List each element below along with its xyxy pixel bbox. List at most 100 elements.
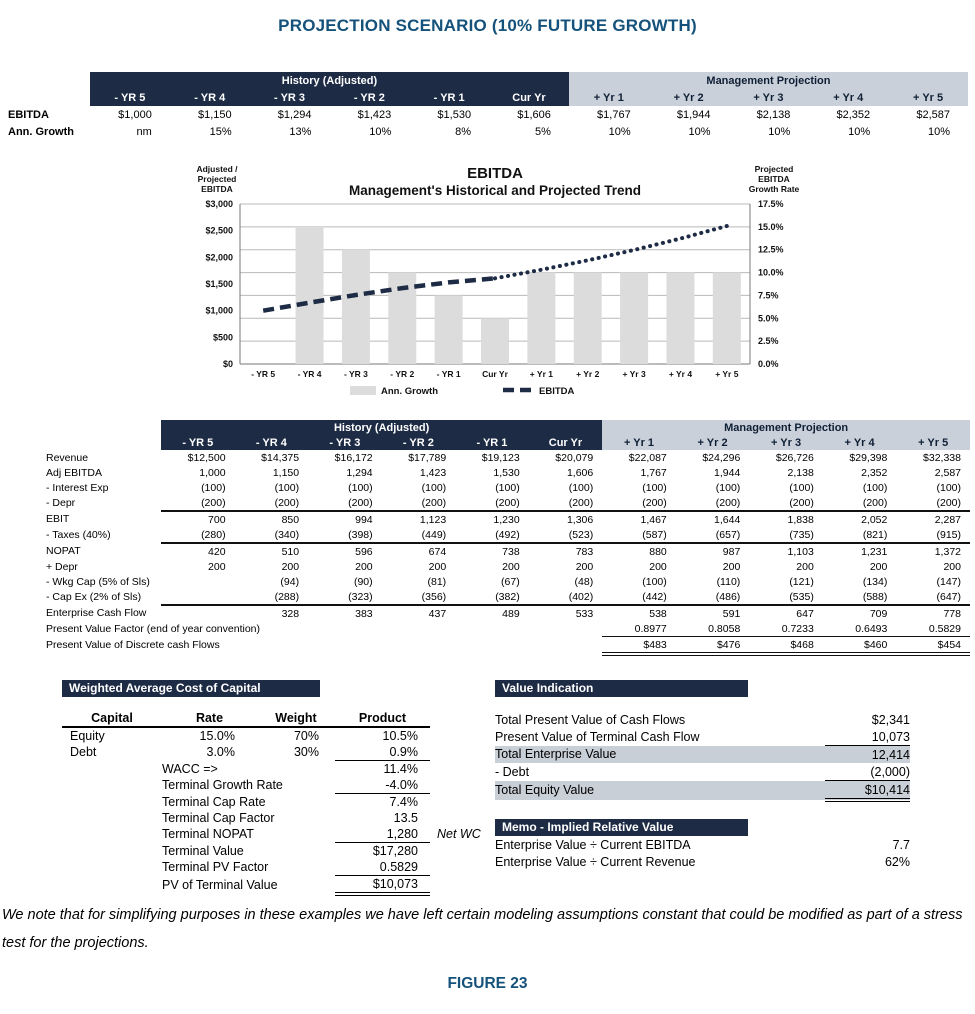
- row-label: Enterprise Value ÷ Current Revenue: [495, 854, 696, 869]
- column-header: Product: [335, 710, 430, 728]
- svg-text:+ Yr 1: + Yr 1: [530, 369, 554, 379]
- table-cell: [455, 621, 529, 637]
- svg-text:10.0%: 10.0%: [758, 268, 784, 278]
- table-cell: 533: [575, 607, 594, 620]
- table-cell: $468: [749, 636, 823, 656]
- wacc-section-header: Weighted Average Cost of Capital: [62, 680, 320, 697]
- table-cell: 0.6493: [822, 621, 897, 637]
- table-row: Enterprise Value ÷ Current EBITDA 7.7: [495, 836, 910, 853]
- table-cell: 1,423: [419, 466, 447, 479]
- footnote-text: We note that for simplifying purposes in…: [2, 907, 963, 952]
- empty-cell: [62, 859, 162, 876]
- table-cell: $29,398: [849, 451, 888, 464]
- table-cell: $1,423: [357, 108, 392, 121]
- figure-caption: FIGURE 23: [447, 975, 528, 992]
- table-cell: 200: [281, 560, 300, 573]
- ebitda-summary-table: History (Adjusted) Management Projection…: [8, 72, 968, 140]
- table-cell: (735): [749, 527, 823, 544]
- table-cell: 10%: [369, 125, 392, 138]
- table-row: Total Present Value of Cash Flows $2,341: [495, 711, 910, 728]
- table-cell: 700: [208, 513, 226, 526]
- empty-cell: [62, 761, 162, 778]
- table-cell: (402): [528, 589, 603, 606]
- year-column-header: + Yr 2: [675, 435, 750, 450]
- table-cell: (100): [201, 481, 226, 494]
- note-cell: [430, 761, 502, 778]
- group-header-row: History (Adjusted) Management Projection: [8, 72, 968, 89]
- table-cell: (48): [574, 575, 594, 588]
- product-value: 13.5: [393, 811, 418, 825]
- table-cell: (288): [234, 589, 309, 606]
- table-cell: [235, 637, 309, 655]
- table-cell: 200: [208, 560, 226, 573]
- ebitda-trend-chart: 0.0% 2.5% 5.0% 7.5% 10.0% 12.5% 15.0% 17.5% $0 $5…: [190, 162, 800, 407]
- year-column-header: + Yr 5: [888, 89, 968, 106]
- year-column-header: + Yr 5: [896, 435, 970, 450]
- table-cell: (200): [308, 495, 382, 512]
- svg-text:EBITDA: EBITDA: [539, 386, 575, 397]
- table-cell: (821): [822, 527, 897, 544]
- table-cell: (588): [822, 589, 897, 606]
- table-cell: 674: [428, 545, 447, 558]
- table-row: Terminal Value $17,280: [62, 843, 502, 860]
- table-cell: (523): [528, 527, 603, 544]
- table-cell: 0.8058: [675, 621, 750, 637]
- year-column-header: - YR 4: [169, 89, 250, 106]
- table-cell: $2,138: [756, 108, 791, 121]
- table-cell: (100): [495, 481, 520, 494]
- table-cell: (200): [675, 495, 750, 512]
- table-row: EBITDA $1,000 $1,150 $1,294 $1,423 $1,530 $1,6…: [8, 106, 968, 123]
- table-cell: (100): [568, 481, 594, 494]
- table-cell: 200: [869, 560, 888, 573]
- table-cell: (200): [381, 495, 456, 512]
- table-cell: (200): [528, 495, 603, 512]
- table-cell: 200: [428, 560, 447, 573]
- table-cell: $32,338: [923, 451, 961, 464]
- table-cell: [382, 637, 456, 655]
- table-cell: 420: [208, 545, 226, 558]
- svg-text:$2,000: $2,000: [205, 252, 233, 262]
- table-cell: (200): [161, 495, 235, 512]
- table-cell: nm: [136, 125, 152, 138]
- table-row: PV of Terminal Value $10,073: [62, 875, 502, 896]
- table-cell: (280): [161, 527, 235, 544]
- table-cell: $1,294: [277, 108, 312, 121]
- table-cell: 383: [355, 607, 373, 620]
- svg-text:+ Yr 5: + Yr 5: [715, 369, 739, 379]
- table-cell: 13%: [289, 125, 312, 138]
- svg-text:- YR 5: - YR 5: [251, 369, 275, 379]
- table-cell: (100): [348, 481, 373, 494]
- table-cell: [529, 621, 603, 637]
- table-cell: (647): [896, 589, 970, 606]
- table-cell: (121): [789, 575, 814, 588]
- table-cell: 15%: [209, 125, 232, 138]
- product-value: 0.5829: [335, 859, 430, 876]
- table-row: Enterprise Cash Flow 328 383 437 489 533 538 59…: [46, 605, 970, 621]
- svg-text:5.0%: 5.0%: [758, 313, 779, 323]
- svg-text:$500: $500: [213, 332, 233, 342]
- table-row: Terminal PV Factor 0.5829: [62, 859, 502, 876]
- svg-text:$1,000: $1,000: [205, 306, 233, 316]
- table-row-highlighted: Total Enterprise Value 12,414: [495, 745, 910, 763]
- table-cell: [382, 621, 456, 637]
- svg-text:Projected: Projected: [755, 164, 794, 174]
- svg-text:2.5%: 2.5%: [758, 336, 779, 346]
- svg-text:EBITDA: EBITDA: [467, 165, 523, 182]
- column-header: Capital: [62, 710, 162, 728]
- table-cell: (356): [381, 589, 456, 606]
- value-indication-table: Total Present Value of Cash Flows $2,341…: [495, 711, 910, 802]
- table-cell: 2,352: [861, 466, 888, 479]
- table-cell: 1,230: [493, 513, 520, 526]
- row-label: PV of Terminal Value: [162, 877, 278, 892]
- capital-label: Debt: [70, 745, 97, 760]
- table-cell: 8%: [455, 125, 472, 138]
- table-cell: 738: [502, 545, 520, 558]
- table-row: Terminal Growth Rate -4.0%: [62, 777, 502, 794]
- table-row: WACC => 11.4%: [62, 761, 502, 778]
- row-label: Terminal Growth Rate: [162, 778, 283, 793]
- table-cell: 1,767: [640, 466, 667, 479]
- svg-text:17.5%: 17.5%: [758, 199, 784, 209]
- page-title: PROJECTION SCENARIO (10% FUTURE GROWTH): [278, 16, 697, 35]
- table-cell: $1,150: [197, 108, 232, 121]
- table-cell: $24,296: [702, 451, 741, 464]
